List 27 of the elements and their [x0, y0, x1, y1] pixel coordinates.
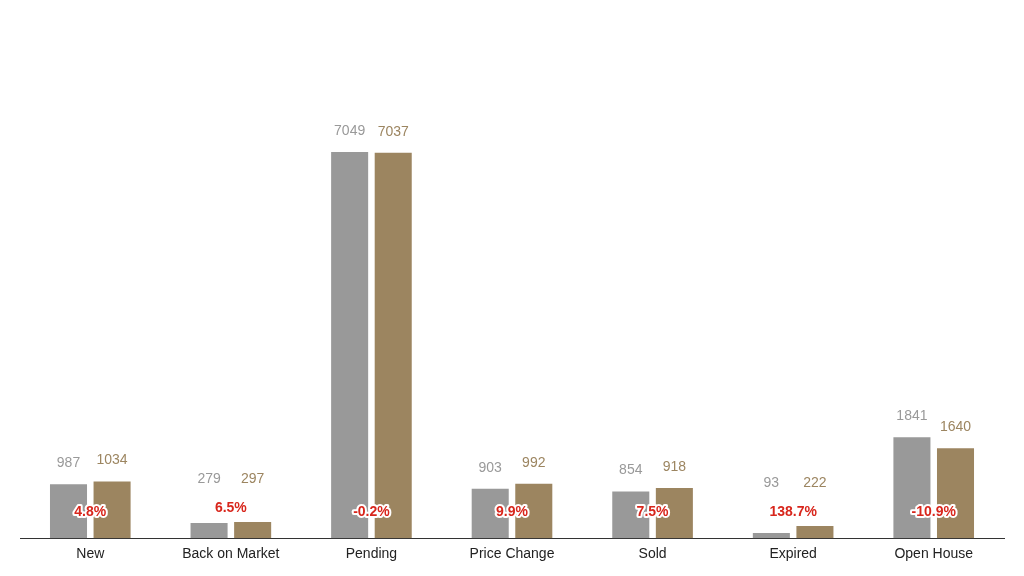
- x-tick-label: Price Change: [469, 545, 555, 562]
- x-tick-label: New: [76, 545, 106, 562]
- data-label: 903: [478, 458, 503, 475]
- x-tick-label: Open House: [894, 545, 974, 562]
- data-label: 1841: [896, 407, 928, 424]
- data-label: 7049: [334, 121, 366, 138]
- data-label: 918: [662, 457, 687, 474]
- bar: [752, 533, 790, 539]
- data-label: 987: [56, 454, 81, 470]
- bar: [796, 526, 834, 539]
- data-label: 222: [803, 473, 827, 490]
- data-label: 1640: [939, 418, 972, 435]
- data-label: 854: [619, 461, 643, 478]
- annotation: 138.7%: [769, 502, 818, 519]
- bar: [234, 521, 272, 539]
- data-label: 93: [763, 473, 780, 490]
- data-label: 7037: [377, 122, 409, 139]
- annotation: 6.5%: [214, 498, 248, 515]
- x-tick-label: Pending: [345, 545, 398, 562]
- data-label: 279: [197, 469, 221, 486]
- bar: [190, 522, 228, 539]
- x-tick-label: Sold: [638, 545, 667, 562]
- data-label: 297: [240, 469, 265, 486]
- data-label: 1034: [96, 451, 128, 468]
- x-tick-label: Expired: [769, 545, 817, 562]
- data-label: 992: [522, 453, 546, 470]
- x-tick-label: Back on Market: [182, 545, 280, 562]
